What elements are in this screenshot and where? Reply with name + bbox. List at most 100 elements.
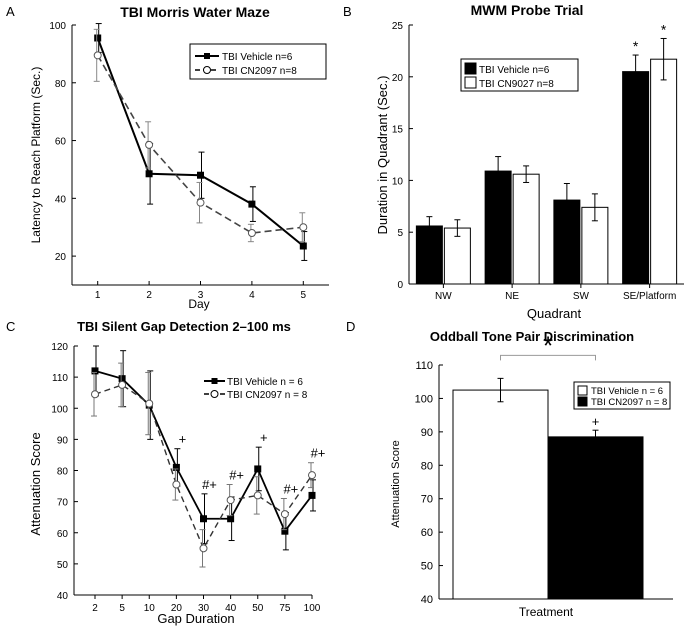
data-point-vehicle [227, 515, 235, 523]
x-tick-label: NW [435, 291, 452, 302]
error-bar [454, 219, 461, 237]
y-tick-label: 20 [55, 252, 67, 263]
panel-c-legend: TBI Vehicle n = 6 TBI CN2097 n = 8 [204, 377, 308, 401]
data-point-vehicle [172, 463, 180, 471]
bar-treatment-nw [443, 227, 471, 285]
significance-marker: #+ [311, 446, 326, 461]
bar-vehicle [452, 389, 549, 600]
legend-label-treatment: TBI CN2097 n = 8 [591, 397, 667, 408]
data-point-treatment [199, 544, 208, 553]
legend-marker-treatment [203, 66, 211, 74]
significance-bracket [500, 354, 596, 361]
y-tick-label: 5 [397, 228, 403, 239]
y-tick-label: 80 [55, 79, 67, 90]
y-tick-label: 110 [415, 360, 433, 372]
x-tick-label: 100 [304, 603, 321, 614]
panel-a-water-maze-chart: TBI Morris Water Maze Latency to Reach P… [29, 4, 329, 311]
panel-a-y-axis-label: Latency to Reach Platform (Sec.) [29, 67, 43, 244]
y-tick-label: 10 [392, 176, 404, 187]
x-tick-label: NE [505, 291, 519, 302]
y-tick-label: 0 [397, 280, 403, 291]
data-point-treatment [118, 380, 127, 389]
y-tick-label: 110 [52, 373, 68, 384]
panel-d-oddball-chart: Oddball Tone Pair Discrimination Attenua… [390, 329, 673, 619]
legend-label-treatment: TBI CN2097 n = 8 [227, 390, 308, 401]
panel-d-title: Oddball Tone Pair Discrimination [430, 329, 634, 344]
data-point-vehicle [91, 367, 99, 375]
legend-swatch-vehicle [577, 385, 588, 396]
legend-box [189, 43, 327, 80]
x-tick-label: 75 [279, 603, 291, 614]
panel-c-gap-detection-chart: TBI Silent Gap Detection 2–100 ms Attenu… [28, 319, 325, 626]
y-tick-label: 100 [415, 393, 433, 405]
data-point-treatment [91, 390, 99, 399]
y-tick-label: 40 [55, 194, 67, 205]
data-point-treatment [253, 491, 262, 500]
y-tick-label: 80 [421, 460, 433, 472]
data-point-vehicle [299, 242, 307, 250]
error-bar [497, 377, 504, 403]
panel-a-title: TBI Morris Water Maze [120, 4, 270, 20]
y-tick-label: 40 [57, 591, 69, 602]
panel-letter-c: C [6, 319, 15, 334]
significance-marker: + [179, 432, 187, 447]
legend-marker-vehicle [211, 378, 218, 384]
data-point-vehicle [94, 34, 102, 42]
bar-treatment-seplatform [650, 58, 678, 285]
y-tick-label: 100 [49, 21, 66, 32]
x-tick-label: SW [573, 291, 590, 302]
x-tick-label: 5 [301, 290, 307, 301]
legend-marker-vehicle [204, 53, 210, 59]
y-tick-label: 60 [421, 527, 433, 539]
y-tick-label: 90 [57, 435, 69, 446]
x-tick-label: 40 [225, 603, 237, 614]
panel-b-title: MWM Probe Trial [471, 2, 584, 18]
legend-box [460, 58, 579, 92]
legend-swatch-treatment [577, 396, 588, 407]
data-point-vehicle [145, 170, 153, 178]
x-tick-label: 3 [198, 290, 204, 301]
x-tick-label: 2 [146, 290, 152, 301]
y-tick-label: 40 [421, 594, 433, 606]
bar-treatment-ne [512, 173, 540, 285]
bar-vehicle-seplatform [622, 71, 650, 285]
panel-letter-b: B [343, 4, 352, 19]
bar-treatment [547, 436, 644, 600]
x-tick-label: SE/Platform [623, 291, 676, 302]
legend-label-vehicle: TBI Vehicle n=6 [222, 52, 293, 63]
error-bar [592, 429, 599, 445]
panel-c-title: TBI Silent Gap Detection 2–100 ms [77, 319, 291, 334]
legend-label-vehicle: TBI Vehicle n = 6 [227, 377, 303, 388]
data-point-vehicle [248, 200, 256, 208]
series-line-treatment [94, 384, 313, 550]
data-point-treatment [247, 229, 256, 237]
x-tick-label: 20 [171, 603, 183, 614]
error-bar [426, 216, 433, 236]
panel-c-y-axis-label: Attenuation Score [28, 432, 43, 535]
error-bar [523, 165, 530, 183]
x-tick-label: 4 [249, 290, 255, 301]
data-point-vehicle [118, 375, 126, 383]
error-bar [632, 54, 639, 89]
legend-label-vehicle: TBI Vehicle n = 6 [591, 386, 663, 397]
data-point-treatment [196, 198, 205, 207]
significance-marker: #+ [202, 477, 217, 492]
panel-b-legend: TBI Vehicle n=6 TBI CN9027 n=8 [460, 58, 579, 92]
panel-b-probe-trial-chart: MWM Probe Trial Duration in Quadrant (Se… [375, 2, 684, 321]
x-tick-label: 10 [144, 603, 156, 614]
data-point-treatment [280, 510, 289, 519]
significance-marker: + [592, 414, 600, 429]
y-tick-label: 50 [57, 560, 69, 571]
y-tick-label: 60 [57, 529, 69, 540]
y-tick-label: 60 [55, 137, 67, 148]
y-tick-label: 100 [51, 404, 68, 415]
data-point-treatment [299, 223, 308, 232]
legend-swatch-vehicle [464, 62, 477, 75]
legend-swatch-treatment [464, 76, 477, 89]
x-tick-label: 2 [92, 603, 98, 614]
error-bar [563, 183, 570, 218]
data-point-vehicle [197, 171, 204, 179]
panel-a-x-axis-label: Day [188, 297, 209, 311]
data-point-vehicle [254, 465, 262, 473]
